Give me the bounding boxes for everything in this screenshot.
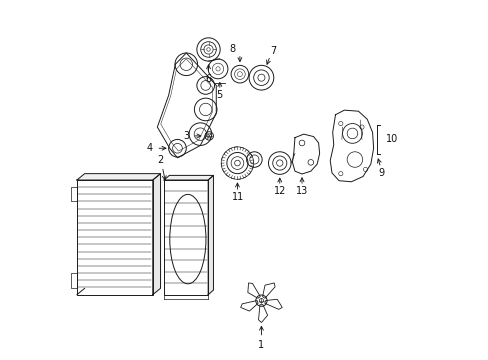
Text: 13: 13	[295, 186, 307, 196]
Bar	[77, 180, 152, 294]
Text: 6: 6	[205, 74, 211, 84]
Text: 3: 3	[183, 131, 189, 141]
Text: 4: 4	[146, 143, 152, 153]
Text: 12: 12	[273, 186, 285, 196]
Polygon shape	[152, 174, 160, 294]
Text: 2: 2	[157, 154, 163, 165]
Polygon shape	[164, 175, 213, 180]
Text: 1: 1	[258, 341, 264, 351]
Text: 5: 5	[216, 90, 223, 100]
Text: 10: 10	[385, 134, 397, 144]
Text: 11: 11	[231, 192, 244, 202]
Text: 8: 8	[228, 45, 235, 54]
Text: 7: 7	[270, 46, 276, 56]
Polygon shape	[77, 174, 160, 180]
Text: 9: 9	[378, 168, 384, 177]
Bar	[164, 180, 208, 294]
Polygon shape	[208, 175, 213, 294]
